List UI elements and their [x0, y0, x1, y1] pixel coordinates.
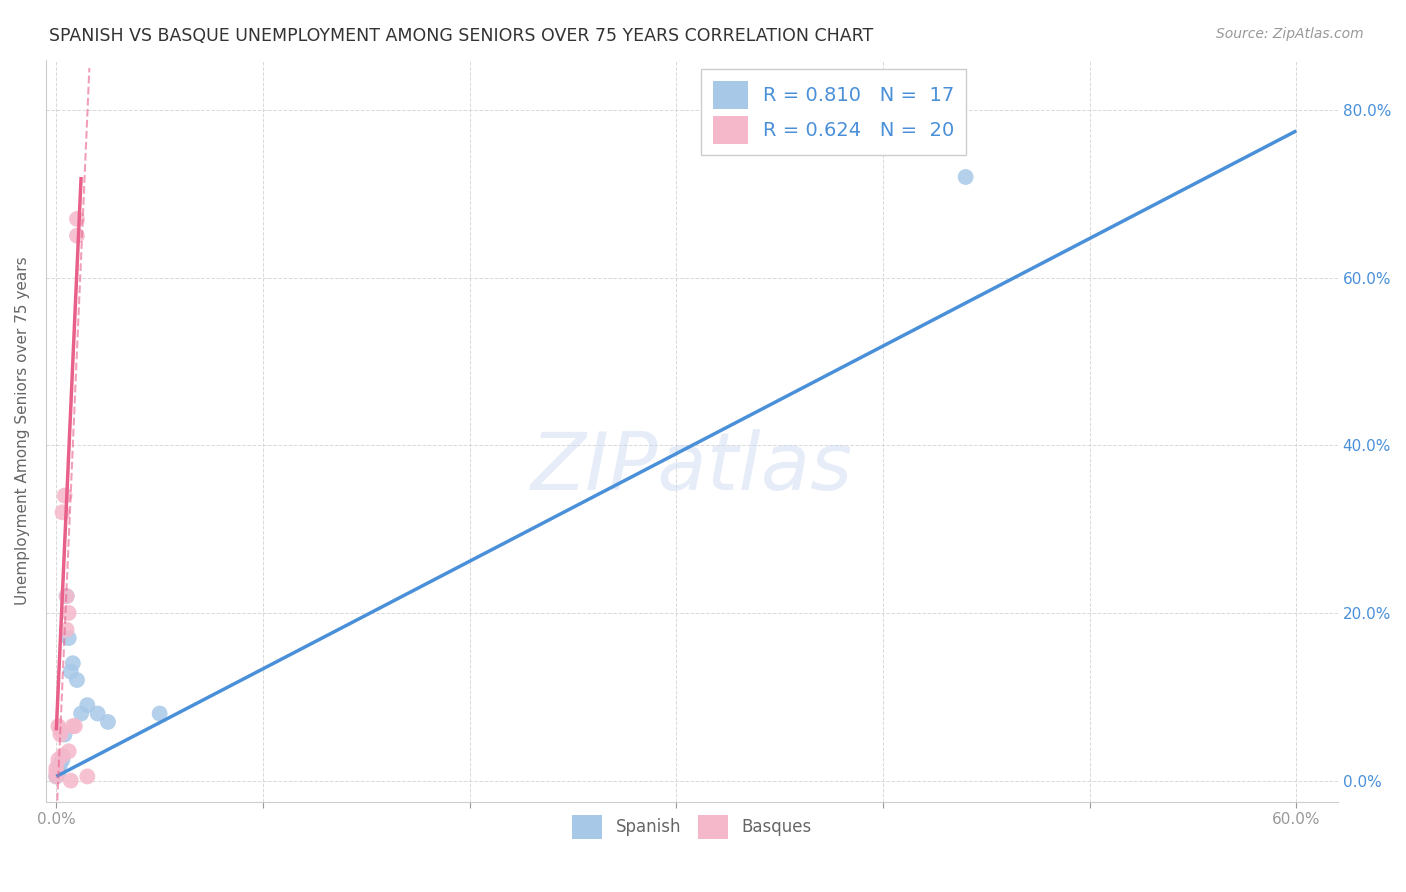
Point — [49, 727, 72, 741]
Point — [58, 606, 80, 620]
Text: ZIPatlas: ZIPatlas — [530, 429, 853, 507]
Point — [48, 765, 70, 780]
Point — [58, 744, 80, 758]
Point — [51, 505, 73, 519]
Point — [45, 769, 67, 783]
Point — [53, 727, 76, 741]
Point — [70, 706, 93, 721]
Point — [59, 773, 82, 788]
Point — [59, 665, 82, 679]
Y-axis label: Unemployment Among Seniors over 75 years: Unemployment Among Seniors over 75 years — [15, 256, 30, 605]
Point — [45, 765, 67, 780]
Point — [66, 211, 89, 226]
Point — [62, 719, 84, 733]
Point — [66, 228, 89, 243]
Point — [97, 714, 120, 729]
Point — [63, 719, 86, 733]
Point — [55, 623, 77, 637]
Point — [55, 589, 77, 603]
Point — [76, 698, 98, 713]
Point — [45, 769, 67, 783]
Point — [76, 769, 98, 783]
Point — [58, 631, 80, 645]
Point — [62, 657, 84, 671]
Point — [955, 169, 977, 184]
Point — [49, 756, 72, 771]
Point — [53, 489, 76, 503]
Point — [51, 753, 73, 767]
Point — [48, 753, 70, 767]
Point — [66, 673, 89, 687]
Point — [86, 706, 108, 721]
Text: SPANISH VS BASQUE UNEMPLOYMENT AMONG SENIORS OVER 75 YEARS CORRELATION CHART: SPANISH VS BASQUE UNEMPLOYMENT AMONG SEN… — [49, 27, 873, 45]
Point — [149, 706, 172, 721]
Text: Source: ZipAtlas.com: Source: ZipAtlas.com — [1216, 27, 1364, 41]
Point — [55, 589, 77, 603]
Point — [48, 719, 70, 733]
Point — [51, 748, 73, 763]
Point — [49, 723, 72, 738]
Point — [48, 761, 70, 775]
Legend: Spanish, Basques: Spanish, Basques — [565, 808, 818, 846]
Point — [45, 761, 67, 775]
